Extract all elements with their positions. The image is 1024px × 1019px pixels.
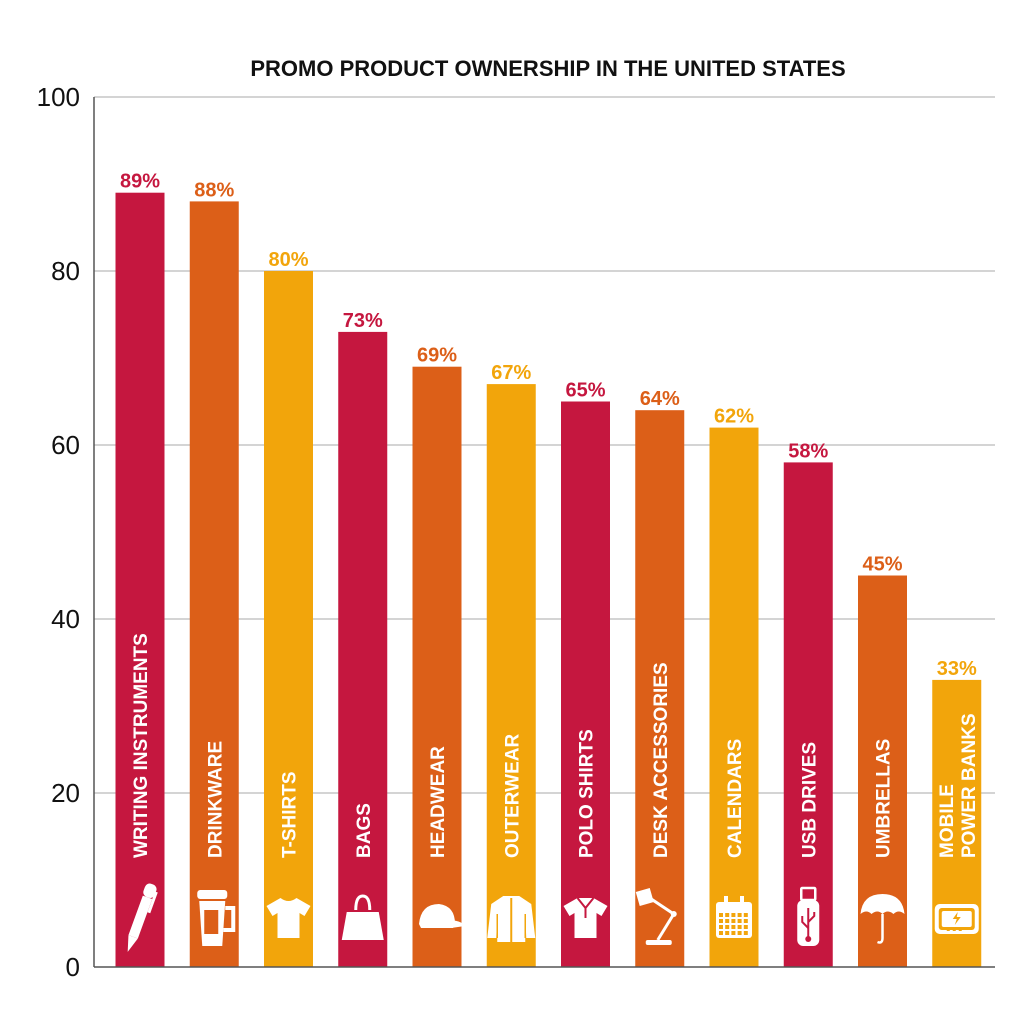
category-label: BAGS [354,803,375,858]
chart-title: PROMO PRODUCT OWNERSHIP IN THE UNITED ST… [250,56,845,81]
bar-group: 65% POLO SHIRTS [561,380,610,967]
bar-group: 45% UMBRELLAS [858,554,907,967]
t-shirt-icon [266,898,311,938]
bar [264,271,313,967]
power-bank-icon [934,904,979,934]
bar [412,366,462,967]
value-label: 69% [417,345,457,367]
bar [635,410,685,967]
category-label: POLO SHIRTS [577,729,598,858]
bag-icon [341,894,384,940]
y-tick-label: 100 [37,82,80,112]
bar [709,427,759,968]
bar-group: 80% T-SHIRTS [264,249,313,967]
y-tick-label: 40 [51,604,80,634]
bar [338,331,388,967]
category-label: T-SHIRTS [280,771,301,858]
y-tick-label: 80 [51,256,80,286]
value-label: 58% [788,440,828,462]
value-label: 80% [268,249,308,271]
bars: 89% WRITING INSTRUMENTS 88% DRINKWARE 80% T-S… [115,171,982,968]
value-label: 65% [565,380,605,402]
bar [115,192,165,967]
bar-group: 67% OUTERWEAR [486,362,536,968]
travel-mug-icon [197,890,236,946]
pen-icon [127,883,158,952]
desk-lamp-icon [635,888,677,945]
bar-group: 33% MOBILE POWER BANKS [932,658,982,967]
bar-group: 69% HEADWEAR [412,345,465,967]
calendar-icon [716,896,752,938]
usb-drive-icon [797,886,820,946]
value-label: 67% [491,362,531,384]
category-label: USB DRIVES [799,742,820,858]
bar [783,462,833,967]
value-label: 73% [343,310,383,332]
bar-group: 64% DESK ACCESSORIES [635,388,685,967]
category-label: CALENDARS [725,739,746,858]
value-label: 33% [937,658,977,680]
bar [561,401,610,967]
bar-group: 62% CALENDARS [709,406,759,968]
cap-icon [419,904,465,928]
value-label: 45% [862,554,902,576]
y-tick-label: 60 [51,430,80,460]
bar-group: 73% BAGS [338,310,388,967]
value-label: 88% [194,179,234,201]
polo-shirt-icon [563,897,608,938]
value-label: 89% [120,171,160,193]
bar-group: 58% USB DRIVES [783,440,833,967]
jacket-icon [487,896,536,942]
category-label: HEADWEAR [428,746,449,858]
value-label: 64% [640,388,680,410]
category-label: OUTERWEAR [502,734,523,858]
y-tick-label: 0 [66,952,80,982]
category-label: DESK ACCESSORIES [651,662,672,858]
grid [94,96,995,794]
bar-group: 88% DRINKWARE [189,179,239,967]
category-label: WRITING INSTRUMENTS [131,633,152,858]
category-label: MOBILE [937,784,958,858]
umbrella-icon [860,894,905,944]
bar [189,201,239,967]
bar [486,384,536,968]
y-axis-ticks: 0 20 40 60 80 100 [37,82,80,982]
category-label: DRINKWARE [205,741,226,858]
category-label: POWER BANKS [959,713,980,858]
value-label: 62% [714,406,754,428]
category-label: UMBRELLAS [874,739,895,858]
bar-group: 89% WRITING INSTRUMENTS [115,171,165,967]
y-tick-label: 20 [51,778,80,808]
